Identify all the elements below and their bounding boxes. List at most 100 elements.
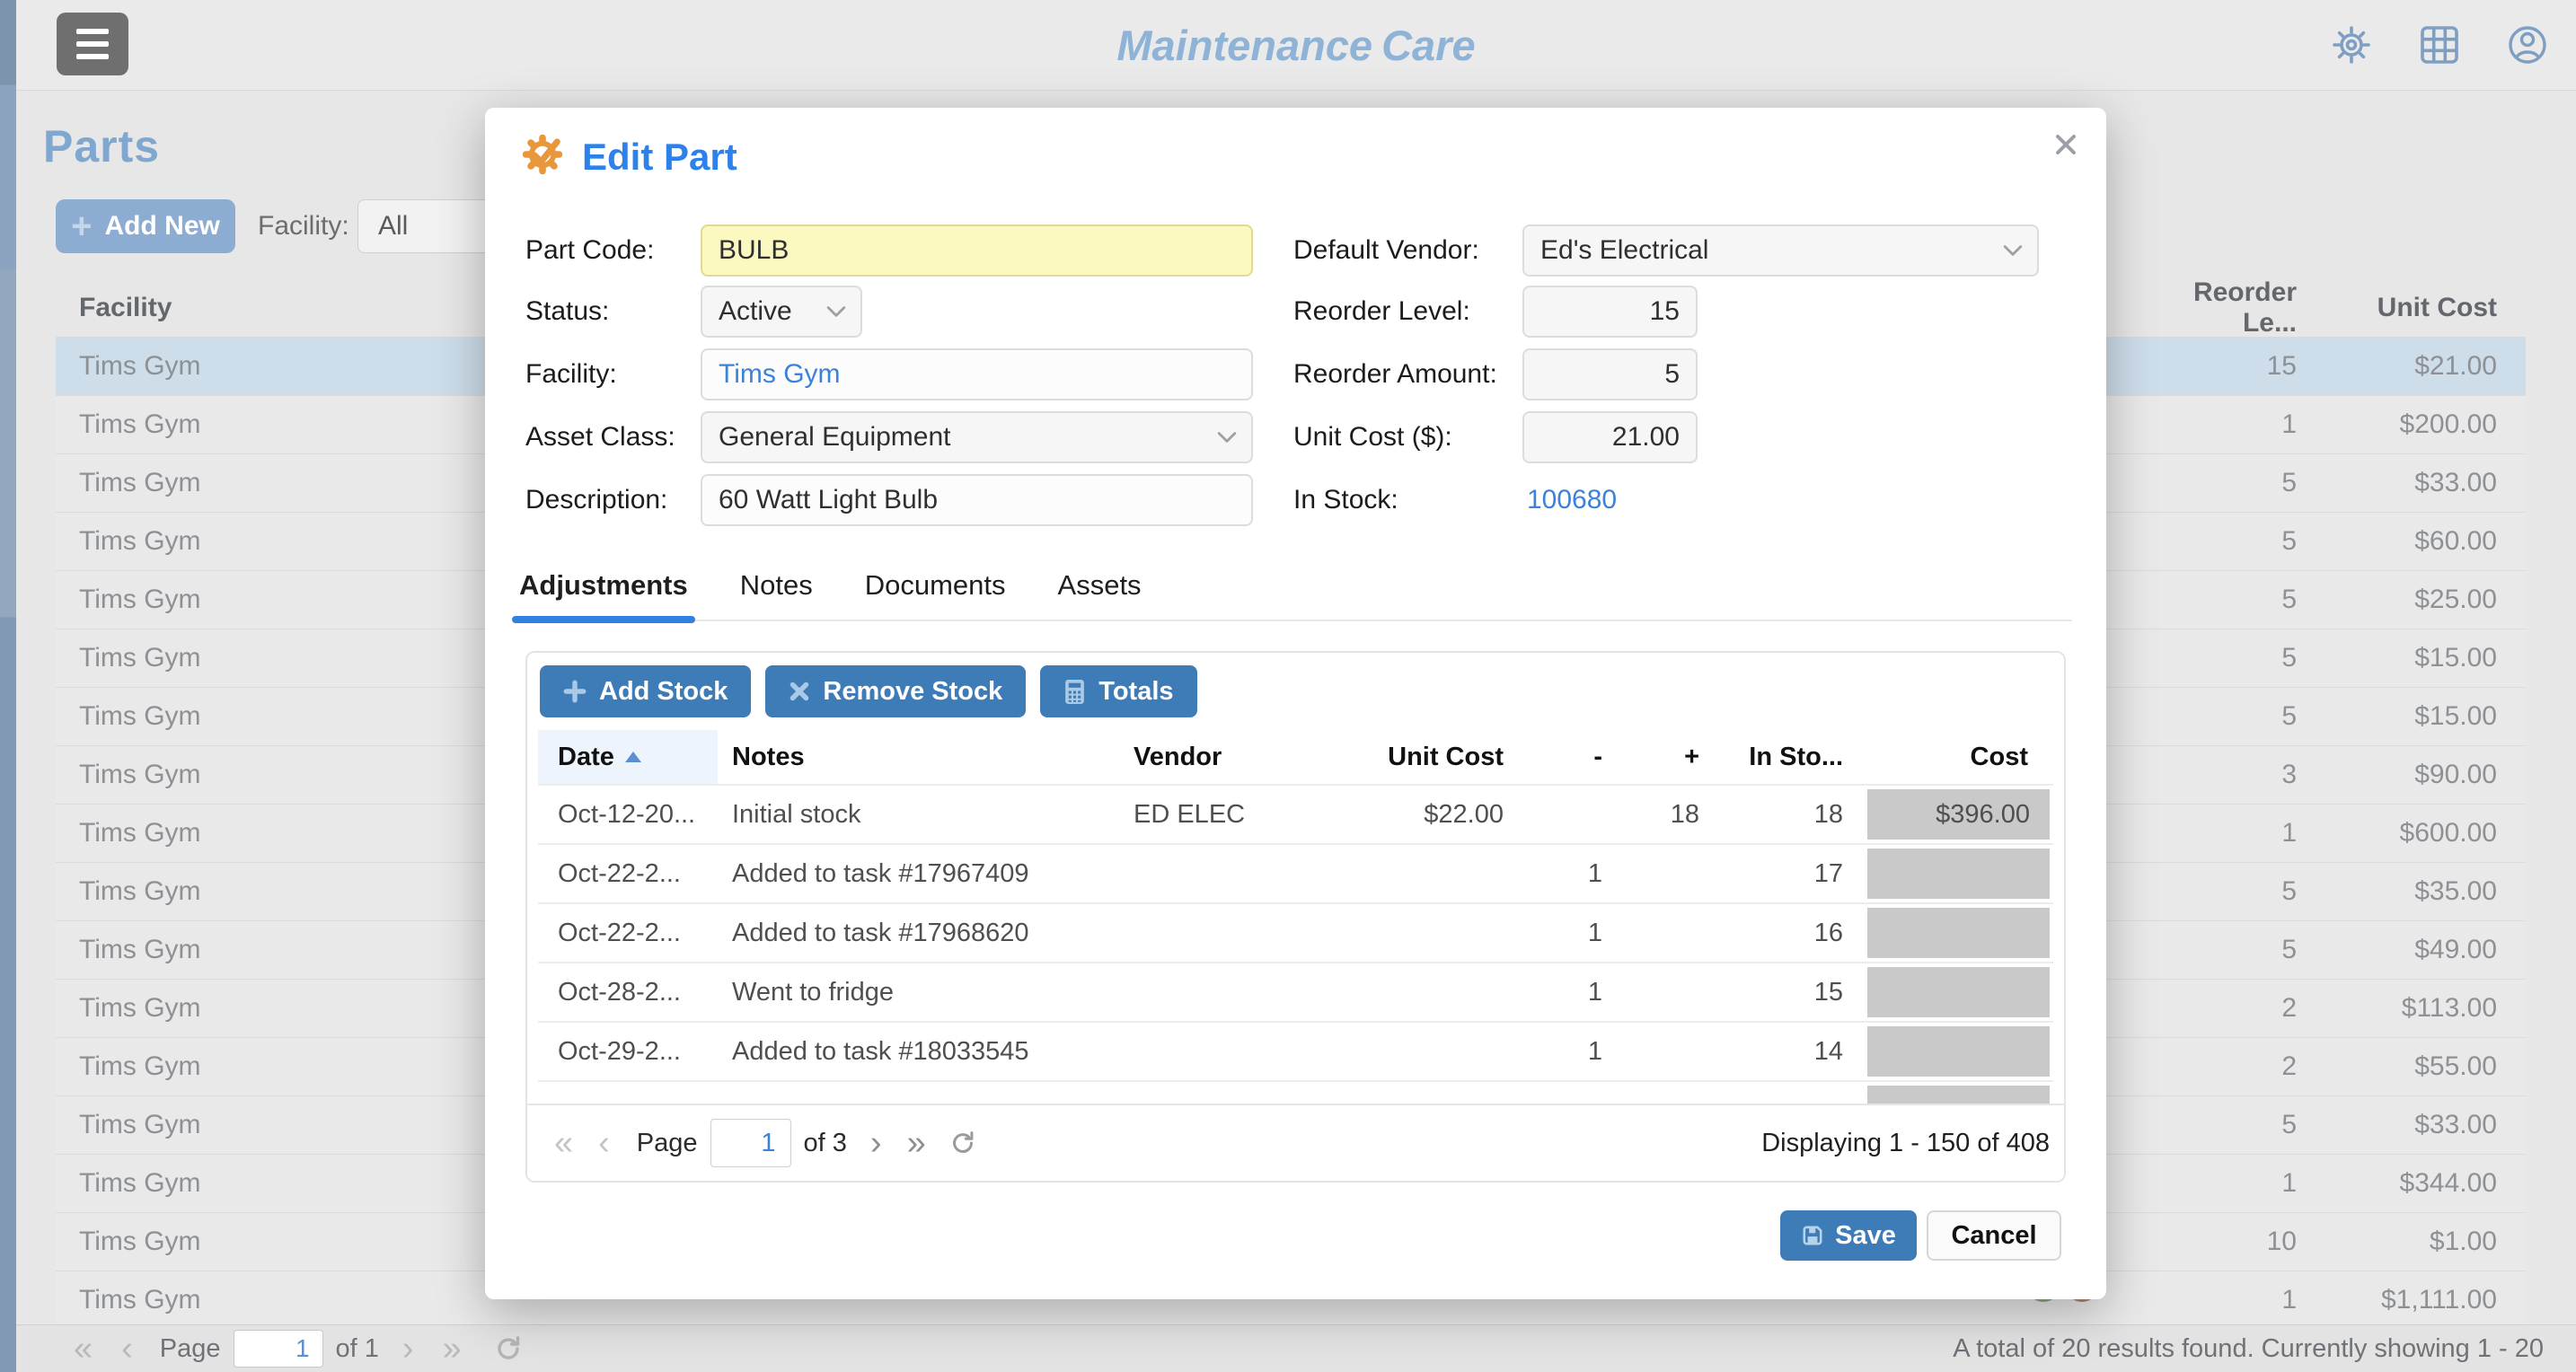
prev-page-button[interactable]: ‹ bbox=[586, 1126, 622, 1160]
cost-cell bbox=[1867, 908, 2050, 958]
last-page-button[interactable]: » bbox=[428, 1332, 476, 1366]
page-number-input[interactable]: 1 bbox=[234, 1330, 323, 1368]
tab-adjustments[interactable]: Adjustments bbox=[519, 569, 688, 620]
tab-notes[interactable]: Notes bbox=[740, 569, 813, 620]
plus-column-header[interactable]: + bbox=[1602, 743, 1699, 772]
spacer bbox=[1843, 845, 1867, 902]
notes-column-header[interactable]: Notes bbox=[718, 743, 1126, 772]
account-icon[interactable] bbox=[2506, 23, 2549, 66]
unit-cost-label: Unit Cost ($): bbox=[1293, 411, 1452, 463]
adjustment-row[interactable]: Oct-28-2...Went to fridge 1 15 bbox=[538, 962, 2053, 1021]
vendor-column-header[interactable]: Vendor bbox=[1126, 743, 1342, 772]
in-stock-column-header[interactable]: In Sto... bbox=[1699, 743, 1843, 772]
in-stock-link[interactable]: 100680 bbox=[1527, 474, 1617, 526]
logo-text-1: Maintenance bbox=[1116, 21, 1372, 70]
refresh-icon[interactable] bbox=[492, 1332, 525, 1365]
unit-cost-cell: $60.00 bbox=[2301, 526, 2497, 557]
adjustments-panel: Add Stock Remove Stock bbox=[525, 651, 2066, 1183]
facility-field[interactable]: Tims Gym bbox=[701, 348, 1253, 400]
in-stock-cell: 15 bbox=[1699, 963, 1843, 1021]
unit-cost-column-header[interactable]: Unit Cost bbox=[1342, 743, 1504, 772]
save-button[interactable]: Save bbox=[1780, 1210, 1917, 1261]
next-page-button[interactable]: › bbox=[858, 1126, 895, 1160]
header-icons bbox=[2330, 0, 2549, 90]
adjustment-row[interactable]: Oct-22-2...Added to task #17968620116 bbox=[538, 902, 2053, 962]
prev-page-button[interactable]: ‹ bbox=[107, 1332, 147, 1366]
unit-cost-cell: $22.00 bbox=[1342, 786, 1504, 843]
page-label: Page bbox=[160, 1334, 221, 1364]
add-new-button[interactable]: + Add New bbox=[56, 199, 235, 253]
reorder-level-cell: 5 bbox=[2153, 1110, 2297, 1140]
notes-cell: Initial stock bbox=[718, 786, 1126, 843]
cost-cell: $396.00 bbox=[1867, 789, 2050, 840]
unit-cost-cell bbox=[1342, 904, 1504, 962]
calculator-icon bbox=[1063, 679, 1086, 705]
spacer bbox=[1843, 904, 1867, 962]
minus-cell: 1 bbox=[1504, 963, 1602, 1021]
asset-class-dropdown[interactable]: General Equipment bbox=[701, 411, 1253, 463]
adjustments-toolbar: Add Stock Remove Stock bbox=[527, 653, 2064, 730]
reorder-level-cell: 2 bbox=[2153, 993, 2297, 1024]
tab-assets[interactable]: Assets bbox=[1058, 569, 1142, 620]
tab-documents[interactable]: Documents bbox=[865, 569, 1006, 620]
status-dropdown[interactable]: Active bbox=[701, 286, 862, 338]
apps-grid-icon[interactable] bbox=[2418, 23, 2461, 66]
vendor-cell bbox=[1126, 963, 1342, 1021]
notes-cell: Went to fridge bbox=[718, 963, 1126, 1021]
part-code-field[interactable]: BULB bbox=[701, 224, 1253, 277]
reorder-level-cell: 5 bbox=[2153, 468, 2297, 498]
unit-cost-cell: $55.00 bbox=[2301, 1051, 2497, 1082]
vendor-cell bbox=[1126, 904, 1342, 962]
sidebar-edge bbox=[0, 0, 16, 1372]
first-page-button[interactable]: « bbox=[542, 1126, 586, 1160]
add-stock-button[interactable]: Add Stock bbox=[540, 665, 751, 717]
sort-ascending-icon bbox=[625, 752, 641, 762]
refresh-icon[interactable] bbox=[948, 1128, 978, 1158]
reorder-level-cell: 1 bbox=[2153, 409, 2297, 440]
reorder-amount-field[interactable]: 5 bbox=[1522, 348, 1698, 400]
close-icon[interactable] bbox=[2052, 131, 2079, 163]
next-page-button[interactable]: › bbox=[388, 1332, 428, 1366]
first-page-button[interactable]: « bbox=[59, 1332, 107, 1366]
reorder-level-field[interactable]: 15 bbox=[1522, 286, 1698, 338]
adjustment-row[interactable]: Oct-29-2...Added to task #18033545114 bbox=[538, 1021, 2053, 1080]
unit-cost-cell: $33.00 bbox=[2301, 1110, 2497, 1140]
cost-column-header[interactable]: Cost bbox=[1867, 743, 2050, 772]
reorder-level-cell: 5 bbox=[2153, 585, 2297, 615]
settings-gear-icon[interactable] bbox=[2330, 23, 2373, 66]
minus-cell bbox=[1504, 786, 1602, 843]
facility-filter-label: Facility: bbox=[258, 199, 349, 253]
chevron-down-icon bbox=[2003, 244, 2023, 257]
unit-cost-cell: $33.00 bbox=[2301, 468, 2497, 498]
facility-label: Facility: bbox=[525, 348, 617, 400]
reorder-level-column-header[interactable]: Reorder Le... bbox=[2153, 277, 2297, 339]
description-field[interactable]: 60 Watt Light Bulb bbox=[701, 474, 1253, 526]
adjustment-row[interactable]: Oct-22-2...Added to task #17967409117 bbox=[538, 843, 2053, 902]
remove-stock-button[interactable]: Remove Stock bbox=[765, 665, 1026, 717]
vendor-cell: ED ELEC bbox=[1126, 786, 1342, 843]
vendor-cell bbox=[1126, 845, 1342, 902]
in-stock-cell: 18 bbox=[1699, 786, 1843, 843]
date-column-header[interactable]: Date bbox=[538, 730, 718, 784]
date-cell: Oct-22-2... bbox=[538, 845, 718, 902]
cancel-button[interactable]: Cancel bbox=[1927, 1210, 2061, 1261]
reorder-level-cell: 3 bbox=[2153, 760, 2297, 790]
unit-cost-cell: $25.00 bbox=[2301, 585, 2497, 615]
default-vendor-dropdown[interactable]: Ed's Electrical bbox=[1522, 224, 2039, 277]
unit-cost-column-header[interactable]: Unit Cost bbox=[2301, 293, 2497, 323]
chevron-down-icon bbox=[1217, 431, 1237, 444]
last-page-button[interactable]: » bbox=[895, 1126, 939, 1160]
adjustment-row[interactable]: Oct-12-20...Initial stockED ELEC$22.0018… bbox=[538, 784, 2053, 843]
bottom-paging-bar: « ‹ Page 1 of 1 › » A total of 20 result… bbox=[16, 1324, 2576, 1372]
unit-cost-field[interactable]: 21.00 bbox=[1522, 411, 1698, 463]
totals-button[interactable]: Totals bbox=[1040, 665, 1196, 717]
page-number-input[interactable]: 1 bbox=[710, 1119, 791, 1167]
floppy-icon bbox=[1801, 1224, 1824, 1247]
adjustments-table-body: Oct-12-20...Initial stockED ELEC$22.0018… bbox=[527, 784, 2064, 1080]
minus-column-header[interactable]: - bbox=[1504, 743, 1602, 772]
reorder-level-cell: 2 bbox=[2153, 1051, 2297, 1082]
date-cell: Oct-28-2... bbox=[538, 963, 718, 1021]
facility-link[interactable]: Tims Gym bbox=[719, 359, 841, 390]
spacer bbox=[1843, 963, 1867, 1021]
page-of-label: of 1 bbox=[336, 1334, 379, 1364]
